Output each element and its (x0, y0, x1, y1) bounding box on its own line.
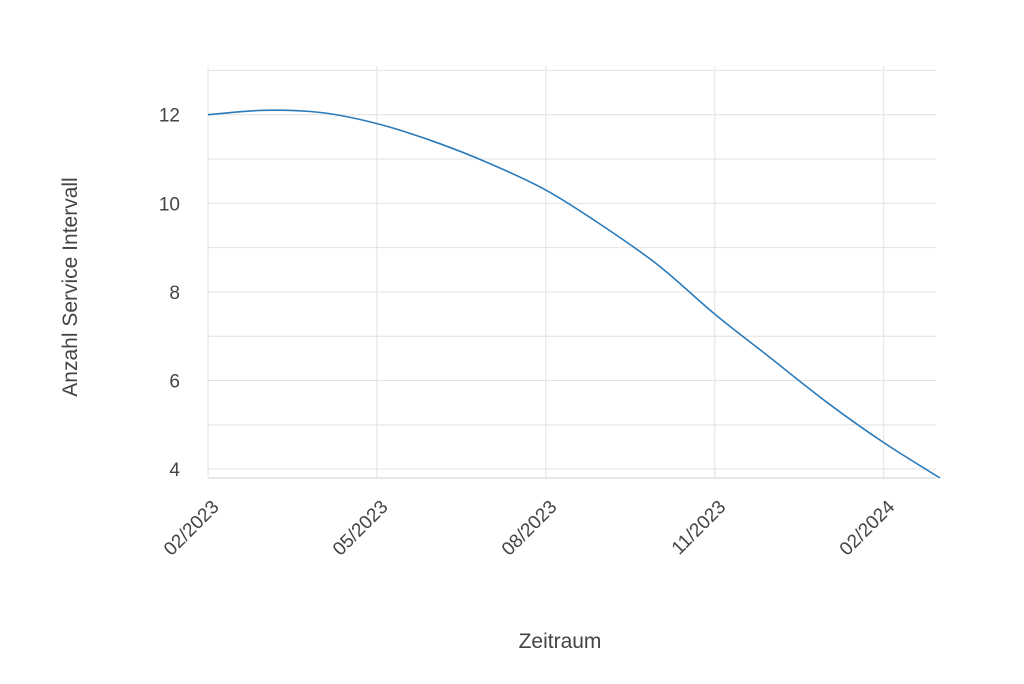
x-tick-label: 05/2023 (329, 497, 392, 560)
grid (207, 66, 936, 479)
y-tick-label: 8 (169, 283, 180, 304)
y-tick-label: 6 (169, 372, 180, 393)
x-axis-ticks: 02/2023 05/2023 08/2023 11/2023 02/2024 (160, 496, 899, 560)
x-tick-label: 02/2024 (836, 496, 900, 560)
y-axis-title: Anzahl Service Intervall (59, 177, 82, 396)
series-layer (207, 109, 941, 479)
x-tick-label: 11/2023 (668, 497, 730, 559)
y-axis-ticks: 4 6 8 10 12 (159, 106, 181, 481)
x-axis-title: Zeitraum (519, 630, 602, 653)
y-tick-label: 4 (169, 460, 180, 481)
x-tick-label: 02/2023 (160, 497, 223, 560)
y-tick-label: 12 (159, 106, 180, 127)
x-tick-label: 08/2023 (498, 497, 561, 560)
y-tick-label: 10 (159, 194, 180, 215)
series-line (207, 109, 941, 479)
